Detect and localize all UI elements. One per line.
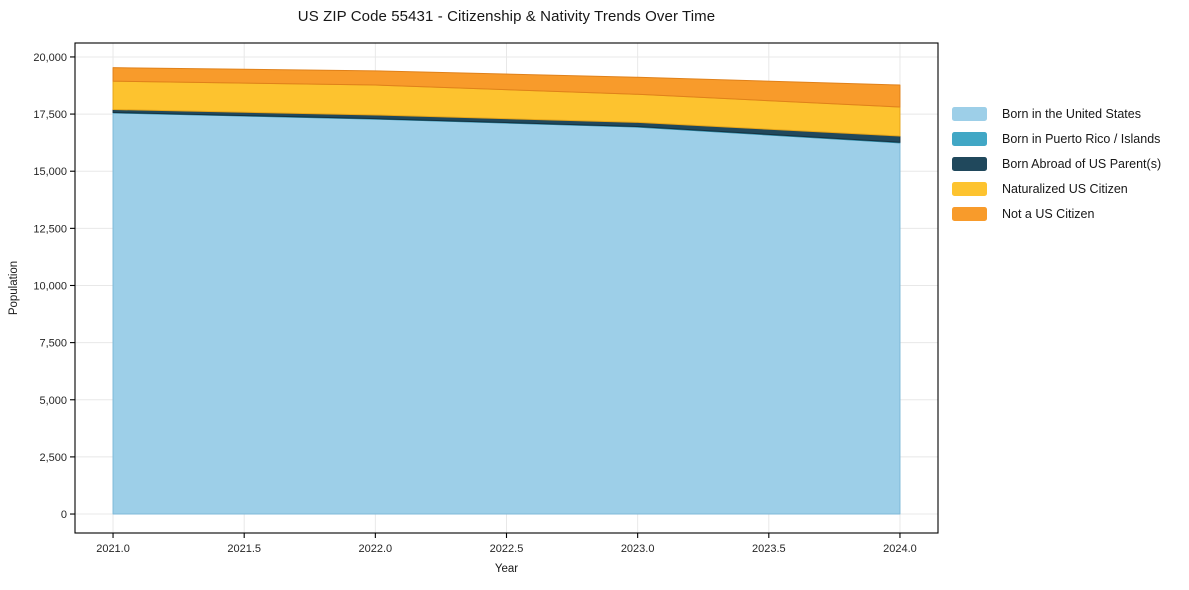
- legend-row-born-in-puerto-rico-islands: Born in Puerto Rico / Islands: [952, 126, 1161, 151]
- y-axis-label: Population: [8, 260, 20, 316]
- legend: Born in the United States Born in Puerto …: [952, 101, 1161, 226]
- legend-row-not-a-us-citizen: Not a US Citizen: [952, 201, 1161, 226]
- y-tick-label-1: 2,500: [39, 452, 67, 464]
- y-tick-label-7: 17,500: [33, 109, 67, 121]
- legend-label: Naturalized US Citizen: [1002, 181, 1128, 196]
- y-tick-label-6: 15,000: [33, 166, 67, 178]
- y-tick-label-4: 10,000: [33, 280, 67, 292]
- legend-row-born-in-the-united-states: Born in the United States: [952, 101, 1161, 126]
- chart-title: US ZIP Code 55431 - Citizenship & Nativi…: [297, 8, 716, 25]
- y-tick-label-0: 0: [61, 509, 67, 521]
- legend-label: Born in Puerto Rico / Islands: [1002, 131, 1161, 146]
- x-axis-label: Year: [494, 563, 519, 575]
- legend-swatch-icon: [952, 106, 987, 121]
- legend-label: Not a US Citizen: [1002, 206, 1095, 221]
- y-tick-label-3: 7,500: [39, 338, 67, 350]
- legend-swatch-icon: [952, 206, 987, 221]
- area-born-in-the-united-states: [112, 112, 901, 515]
- y-tick-label-8: 20,000: [33, 52, 67, 64]
- legend-label: Born Abroad of US Parent(s): [1002, 156, 1162, 171]
- legend-swatch-icon: [952, 156, 987, 171]
- x-tick-label-3: 2022.5: [490, 543, 524, 555]
- y-tick-label-2: 5,000: [39, 395, 67, 407]
- x-tick-label-0: 2021.0: [96, 543, 130, 555]
- x-tick-label-6: 2024.0: [883, 543, 917, 555]
- y-tick-label-5: 12,500: [33, 223, 67, 235]
- legend-row-naturalized-us-citizen: Naturalized US Citizen: [952, 176, 1161, 201]
- legend-row-born-abroad-of-us-parent-s: Born Abroad of US Parent(s): [952, 151, 1161, 176]
- x-tick-label-5: 2023.5: [752, 543, 786, 555]
- legend-swatch-icon: [952, 181, 987, 196]
- legend-label: Born in the United States: [1002, 106, 1141, 121]
- x-tick-label-1: 2021.5: [227, 543, 261, 555]
- area-not-a-us-citizen: [112, 67, 901, 108]
- legend-swatch-icon: [952, 131, 987, 146]
- x-tick-label-2: 2022.0: [359, 543, 393, 555]
- x-tick-label-4: 2023.0: [621, 543, 655, 555]
